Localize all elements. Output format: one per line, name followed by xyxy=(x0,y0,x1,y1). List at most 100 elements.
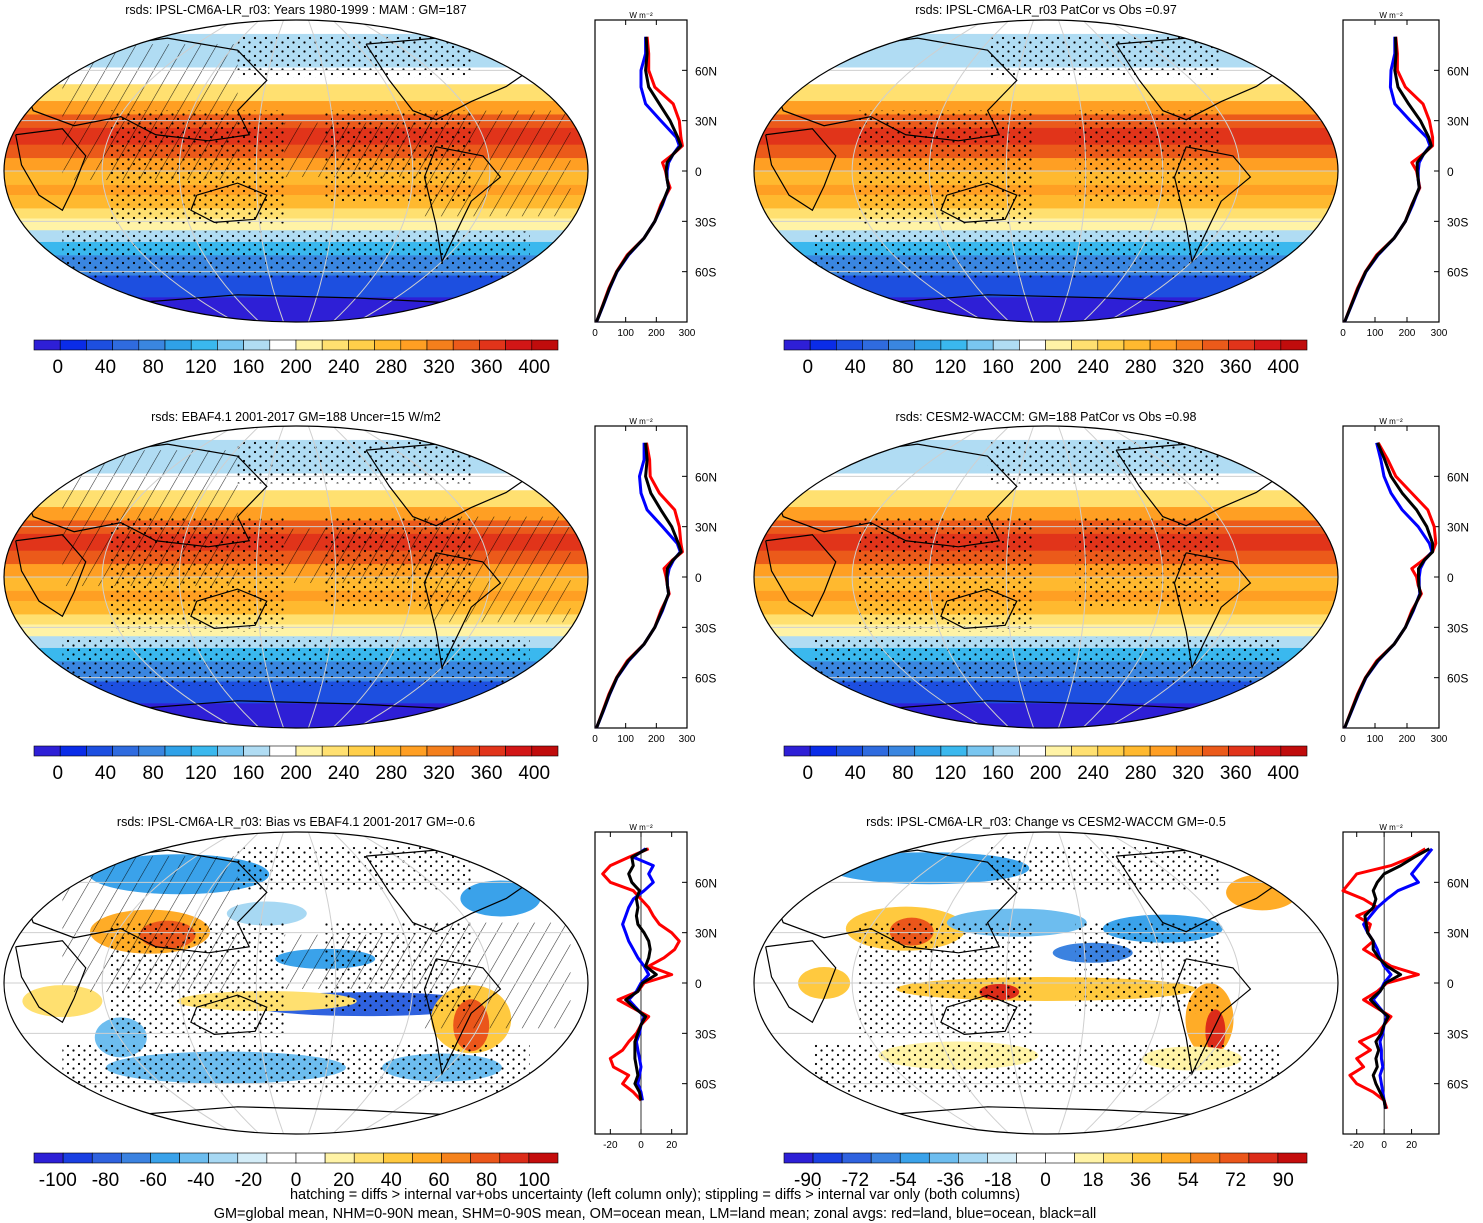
map-panel-5: rsds: IPSL-CM6A-LR_r03: Bias vs EBAF4.1 … xyxy=(3,815,589,1135)
colorbar-swatch xyxy=(59,339,87,351)
colorbar-tick-label: 18 xyxy=(1082,1170,1103,1191)
colorbar-swatch xyxy=(348,745,375,757)
panel-title: rsds: IPSL-CM6A-LR_r03: Years 1980-1999 … xyxy=(125,3,467,17)
x-tick-label: 300 xyxy=(1431,734,1448,745)
colorbar-swatch xyxy=(383,1152,413,1164)
series-land xyxy=(601,847,681,1102)
y-tick-label: 60N xyxy=(1447,64,1469,78)
zonal-unit: W m⁻² xyxy=(1379,823,1403,832)
colorbar-tick-label: 360 xyxy=(471,763,503,784)
x-tick-label: -20 xyxy=(1349,1140,1364,1151)
colorbar-tick-label: 40 xyxy=(381,1170,402,1191)
colorbar-swatch xyxy=(1074,1152,1104,1164)
map-border xyxy=(753,19,1339,323)
colorbar-tick-label: -40 xyxy=(187,1170,214,1191)
y-tick-label: 0 xyxy=(1447,571,1454,585)
colorbar-swatch xyxy=(269,339,297,351)
colorbar-tick-label: 80 xyxy=(476,1170,497,1191)
y-tick-label: 30S xyxy=(695,1027,716,1041)
colorbar-tick-label: 280 xyxy=(1125,763,1157,784)
colorbar-swatch xyxy=(809,745,837,757)
colorbar-tick-label: 120 xyxy=(185,357,217,378)
colorbar-swatch xyxy=(353,1152,384,1164)
map-panel-4: rsds: CESM2-WACCM: GM=188 PatCor vs Obs … xyxy=(753,410,1339,729)
colorbar-tick-label: 200 xyxy=(280,763,312,784)
colorbar-swatch xyxy=(841,1152,872,1164)
x-tick-label: 0 xyxy=(638,1140,644,1151)
y-tick-label: 60S xyxy=(1447,672,1468,686)
colorbar-swatch xyxy=(33,1152,64,1164)
y-tick-label: 60S xyxy=(1447,1078,1468,1092)
colorbar-swatch xyxy=(783,1152,814,1164)
colorbar-swatch xyxy=(1280,339,1308,351)
series-all xyxy=(595,442,683,729)
colorbar-swatch xyxy=(374,745,402,757)
colorbar-swatch xyxy=(1019,339,1046,351)
y-tick-label: 60N xyxy=(695,876,717,890)
colorbar-tick-label: 120 xyxy=(185,763,217,784)
colorbar-swatch xyxy=(91,1152,122,1164)
x-tick-label: 0 xyxy=(592,734,598,745)
y-tick-label: 30N xyxy=(695,521,717,535)
colorbar-swatch xyxy=(1277,1152,1308,1164)
colorbar-swatch xyxy=(426,745,454,757)
colorbar-swatch xyxy=(940,745,968,757)
colorbar-4: 0 40 80 120 160 200 240 280 320 360 400 xyxy=(783,745,1308,784)
y-tick-label: 30N xyxy=(695,927,717,941)
colorbar-tick-label: 400 xyxy=(1267,763,1299,784)
colorbar-swatch xyxy=(452,745,480,757)
y-tick-label: 60S xyxy=(1447,266,1468,280)
x-tick-label: 200 xyxy=(648,328,665,339)
colorbar-swatch xyxy=(1132,1152,1163,1164)
colorbar-swatch xyxy=(1149,745,1177,757)
colorbar-swatch xyxy=(1280,745,1308,757)
y-tick-label: 30N xyxy=(695,115,717,129)
colorbar-swatch xyxy=(862,339,889,351)
y-tick-label: 30N xyxy=(1447,927,1469,941)
x-tick-label: 300 xyxy=(679,328,696,339)
colorbar-swatch xyxy=(1175,745,1203,757)
colorbar-swatch xyxy=(1228,745,1256,757)
series-land xyxy=(1343,442,1438,729)
colorbar-tick-label: 40 xyxy=(95,357,116,378)
map-field-2 xyxy=(754,20,1338,322)
colorbar-swatch xyxy=(812,1152,843,1164)
panel-title: rsds: IPSL-CM6A-LR_r03: Change vs CESM2-… xyxy=(866,815,1226,829)
colorbar-tick-label: 160 xyxy=(233,357,265,378)
colorbar-swatch xyxy=(1254,339,1282,351)
colorbar-tick-label: -60 xyxy=(139,1170,166,1191)
y-tick-label: 30S xyxy=(695,621,716,635)
x-tick-label: 200 xyxy=(1399,734,1416,745)
colorbar-tick-label: -72 xyxy=(842,1170,869,1191)
colorbar-swatch xyxy=(470,1152,501,1164)
colorbar-swatch xyxy=(479,745,506,757)
colorbar-swatch xyxy=(179,1152,209,1164)
colorbar-swatch xyxy=(1202,745,1229,757)
colorbar-swatch xyxy=(348,339,375,351)
colorbar-tick-label: 160 xyxy=(233,763,265,784)
colorbar-swatch xyxy=(1045,1152,1075,1164)
colorbar-swatch xyxy=(1228,339,1256,351)
colorbar-tick-label: 0 xyxy=(1040,1170,1051,1191)
colorbar-swatch xyxy=(1190,1152,1221,1164)
colorbar-swatch xyxy=(914,745,942,757)
colorbar-1: 0 40 80 120 160 200 240 280 320 360 400 xyxy=(33,339,559,378)
graticule xyxy=(754,426,1338,728)
colorbar-swatch xyxy=(112,745,140,757)
colorbar-swatch xyxy=(479,339,506,351)
colorbar-tick-label: -18 xyxy=(984,1170,1011,1191)
colorbar-tick-label: 400 xyxy=(518,763,550,784)
colorbar-swatch xyxy=(190,339,218,351)
y-tick-label: 0 xyxy=(695,977,702,991)
colorbar-6: -90 -72 -54 -36 -18 0 18 36 54 72 90 xyxy=(783,1152,1308,1191)
colorbar-swatch xyxy=(1149,339,1177,351)
colorbar-swatch xyxy=(86,339,113,351)
colorbar-swatch xyxy=(324,1152,355,1164)
colorbar-tick-label: 40 xyxy=(845,763,866,784)
graticule xyxy=(4,832,588,1134)
map-border xyxy=(753,425,1339,729)
colorbar-swatch xyxy=(33,745,61,757)
series-land xyxy=(595,36,684,323)
colorbar-swatch xyxy=(899,1152,930,1164)
colorbar-tick-label: -90 xyxy=(794,1170,821,1191)
